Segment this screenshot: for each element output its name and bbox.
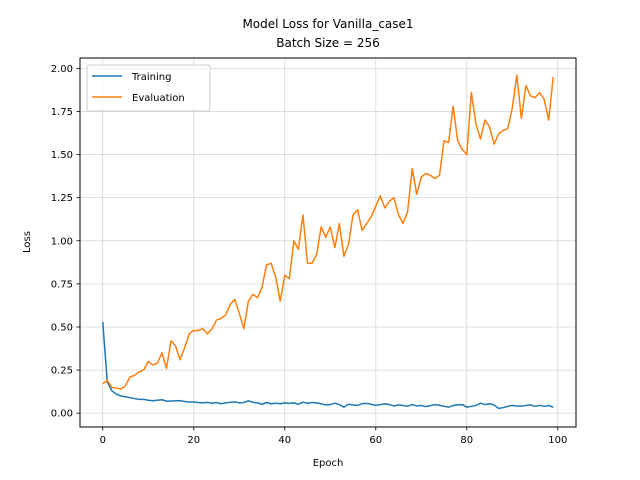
y-tick-label: 0.25 [51,366,73,377]
y-axis-ticks: 0.00 0.25 0.50 0.75 1.00 1.25 1.50 1.75 2.00 [51,64,80,420]
series-line-training [102,321,554,410]
x-axis-ticks: 0 20 40 60 80 100 [100,427,567,446]
x-tick-label: 80 [460,435,473,446]
plot-frame [79,57,577,428]
series-lines [102,74,554,410]
legend-label-training: Training [131,72,171,83]
y-tick-label: 1.75 [51,107,73,118]
chart-title: Model Loss for Vanilla_case1 [242,17,413,31]
y-tick-label: 0.00 [51,409,73,420]
y-tick-label: 0.75 [51,279,73,290]
y-tick-label: 1.00 [51,236,73,247]
x-tick-label: 100 [548,435,567,446]
x-tick-label: 40 [278,435,291,446]
x-tick-label: 20 [187,435,200,446]
series-line-evaluation [102,74,554,390]
x-tick-label: 0 [100,435,106,446]
y-tick-label: 2.00 [51,64,73,75]
legend: Training Evaluation [86,64,211,112]
y-axis-title: Loss [22,231,33,253]
chart-subtitle: Batch Size = 256 [276,36,380,50]
grid [80,58,576,427]
y-tick-label: 0.50 [51,322,73,333]
legend-label-evaluation: Evaluation [132,93,185,104]
y-tick-label: 1.25 [51,193,73,204]
x-tick-label: 60 [369,435,382,446]
y-tick-label: 1.50 [51,150,73,161]
x-axis-title: Epoch [313,458,344,469]
plot-area [80,58,576,427]
